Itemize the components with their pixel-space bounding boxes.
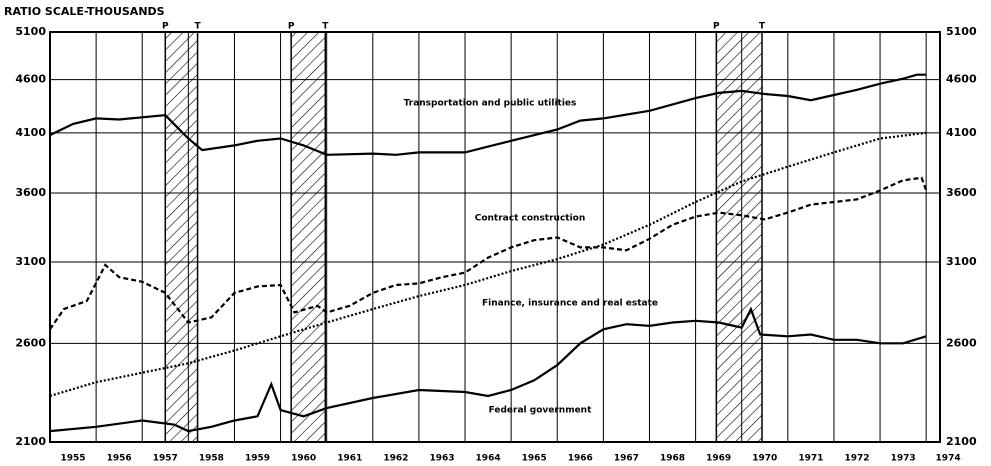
series-line: [49, 306, 927, 433]
x-tick-label: 1966: [568, 454, 593, 464]
y-tick-label: 3600: [15, 186, 46, 199]
x-tick-label: 1955: [61, 454, 86, 464]
series-label: Federal government: [489, 406, 592, 416]
x-tick-label: 1957: [153, 454, 178, 464]
x-tick-label: 1962: [383, 454, 408, 464]
x-tick-label: 1973: [891, 454, 916, 464]
trough-label: T: [194, 22, 201, 32]
recession-band: [164, 31, 199, 443]
recession-band: [715, 31, 763, 443]
y-tick-label-right: 3600: [946, 186, 977, 199]
y-tick-label: 4600: [15, 73, 46, 86]
x-tick-label: 1960: [291, 454, 316, 464]
x-tick-label: 1958: [199, 454, 224, 464]
y-tick-label-right: 4600: [946, 73, 977, 86]
series-label: Transportation and public utilities: [404, 99, 577, 109]
x-tick-label: 1967: [614, 454, 639, 464]
y-tick-label: 2600: [15, 336, 46, 349]
x-tick-label: 1956: [107, 454, 132, 464]
x-tick-label: 1968: [660, 454, 685, 464]
y-tick-label-right: 2100: [946, 435, 977, 448]
series-line: [49, 176, 928, 330]
x-tick-label: 1970: [752, 454, 777, 464]
peak-label: P: [713, 22, 720, 32]
y-tick-label-right: 4100: [946, 126, 977, 139]
plot-frame: [49, 31, 941, 443]
series-line: [49, 73, 927, 156]
peak-label: P: [162, 22, 169, 32]
recession-band: [290, 31, 327, 443]
x-tick-label: 1972: [844, 454, 869, 464]
y-tick-label-right: 2600: [946, 336, 977, 349]
x-tick-label: 1961: [337, 454, 362, 464]
chart-title: RATIO SCALE-THOUSANDS: [4, 5, 165, 18]
x-tick-label: 1959: [245, 454, 270, 464]
y-tick-label: 2100: [15, 435, 46, 448]
x-tick-label: 1964: [476, 454, 501, 464]
x-tick-label: 1965: [522, 454, 547, 464]
x-tick-label: 1963: [429, 454, 454, 464]
y-tick-label-right: 5100: [946, 25, 977, 38]
series-line: [49, 131, 927, 398]
series-label: Finance, insurance and real estate: [482, 299, 658, 309]
x-tick-label: 1969: [706, 454, 731, 464]
series-label: Contract construction: [475, 214, 586, 224]
trough-label: T: [759, 22, 766, 32]
y-tick-label: 5100: [15, 25, 46, 38]
y-tick-label-right: 3100: [946, 255, 977, 268]
x-tick-label: 1974: [936, 454, 961, 464]
y-tick-label: 3100: [15, 255, 46, 268]
y-tick-label: 4100: [15, 126, 46, 139]
x-tick-label: 1971: [798, 454, 823, 464]
trough-label: T: [322, 22, 329, 32]
peak-label: P: [288, 22, 295, 32]
